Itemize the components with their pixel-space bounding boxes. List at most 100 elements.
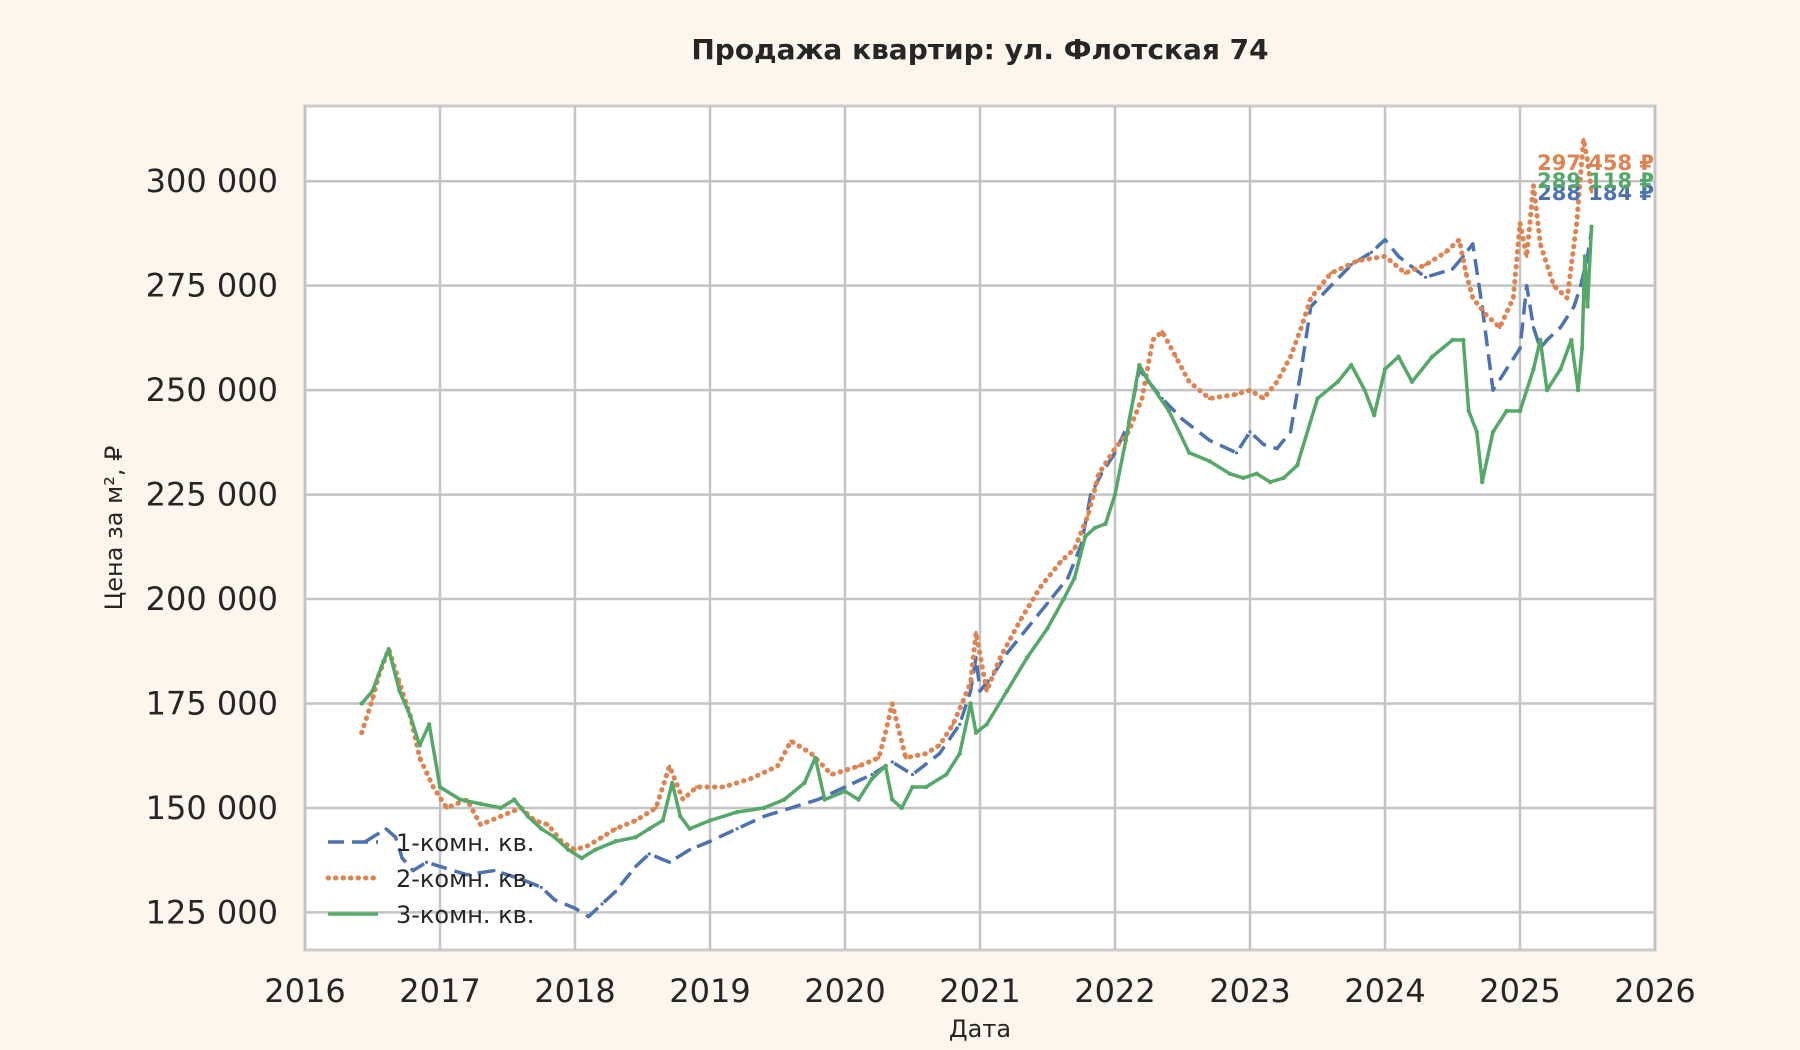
data-point [1137, 362, 1142, 368]
data-point [634, 818, 638, 823]
data-point [386, 646, 391, 652]
data-point [418, 756, 422, 760]
data-point [647, 852, 651, 856]
data-point [1288, 430, 1293, 434]
data-point [1187, 380, 1191, 384]
data-point [1207, 438, 1212, 442]
data-point [424, 860, 429, 864]
series-line [360, 226, 1594, 860]
data-point [890, 760, 894, 764]
data-point [438, 864, 442, 869]
y-tick-label: 225 000 [146, 476, 278, 514]
data-point [1349, 362, 1354, 368]
data-point [937, 743, 942, 747]
data-point [1450, 337, 1455, 343]
data-point [1531, 367, 1536, 372]
data-point [1299, 367, 1303, 371]
data-point [1309, 296, 1313, 300]
data-point [973, 730, 979, 735]
data-point [877, 756, 881, 760]
data-point [1423, 263, 1428, 267]
data-point [1383, 254, 1387, 259]
data-point [869, 776, 875, 781]
x-tick-label: 2017 [399, 972, 480, 1010]
data-point [809, 752, 813, 756]
data-point [1187, 450, 1192, 455]
data-point [613, 889, 618, 894]
data-point [1538, 242, 1542, 246]
data-point [1480, 479, 1485, 485]
data-point [1248, 430, 1252, 434]
grid-lines [303, 106, 1657, 950]
data-point [1423, 275, 1428, 279]
data-point [978, 689, 982, 693]
data-point [1403, 271, 1407, 275]
legend-label-1: 1-комн. кв. [396, 829, 534, 857]
data-point [370, 688, 375, 694]
data-point [1383, 238, 1387, 242]
data-point [1430, 354, 1435, 359]
data-point [539, 826, 544, 832]
data-point [748, 777, 753, 781]
data-point [958, 722, 962, 726]
data-point [1166, 408, 1172, 414]
data-point [600, 902, 604, 906]
data-point [1525, 284, 1529, 288]
x-tick-label: 2016 [264, 972, 345, 1010]
data-point [512, 797, 517, 802]
data-point [1461, 337, 1466, 343]
data-point [670, 780, 675, 786]
data-point [660, 818, 665, 823]
x-tick-label: 2021 [939, 972, 1020, 1010]
data-point [1059, 559, 1063, 564]
data-point [1471, 242, 1475, 246]
data-point [998, 655, 1002, 660]
data-point [566, 847, 571, 852]
data-point [856, 797, 861, 802]
data-point [843, 785, 847, 789]
data-point [1140, 396, 1144, 401]
data-point [974, 630, 978, 635]
data-point [829, 772, 834, 777]
data-point [856, 764, 861, 768]
data-point [1066, 576, 1070, 580]
end-label-series-3: 289 118 ₽ [1537, 169, 1654, 193]
data-point [667, 860, 672, 864]
data-point [1281, 475, 1286, 481]
data-point [962, 697, 966, 701]
data-point [1112, 492, 1118, 497]
data-point [1072, 547, 1077, 551]
data-point [984, 722, 989, 727]
data-point [1241, 475, 1246, 481]
data-point [1039, 584, 1043, 589]
data-point [1288, 355, 1293, 359]
data-point [553, 898, 557, 902]
data-point [1103, 521, 1108, 527]
data-point [1471, 296, 1475, 300]
data-point [1004, 688, 1010, 694]
data-point [870, 772, 874, 777]
data-point [802, 780, 807, 786]
data-point [1531, 183, 1536, 187]
data-point [883, 731, 888, 735]
data-point [1558, 367, 1563, 372]
data-point [492, 869, 496, 873]
data-point [1572, 304, 1576, 309]
data-point [397, 688, 402, 694]
data-point [1511, 296, 1515, 300]
data-point [381, 659, 386, 664]
data-point [937, 752, 942, 756]
data-point [408, 713, 413, 719]
x-tick-label: 2020 [804, 972, 885, 1010]
data-point [1581, 137, 1586, 142]
data-point [654, 806, 658, 810]
data-point [539, 885, 543, 889]
legend-label-2: 2-комн. кв. [396, 865, 534, 893]
data-point [458, 797, 463, 802]
data-point [1329, 284, 1333, 288]
data-point [694, 785, 699, 789]
x-axis-ticks: 2016 2017 2018 2019 2020 2021 2022 2023 2024 2025… [264, 972, 1695, 1010]
data-point [519, 877, 523, 881]
data-point [1086, 513, 1090, 518]
data-point [1518, 346, 1522, 350]
